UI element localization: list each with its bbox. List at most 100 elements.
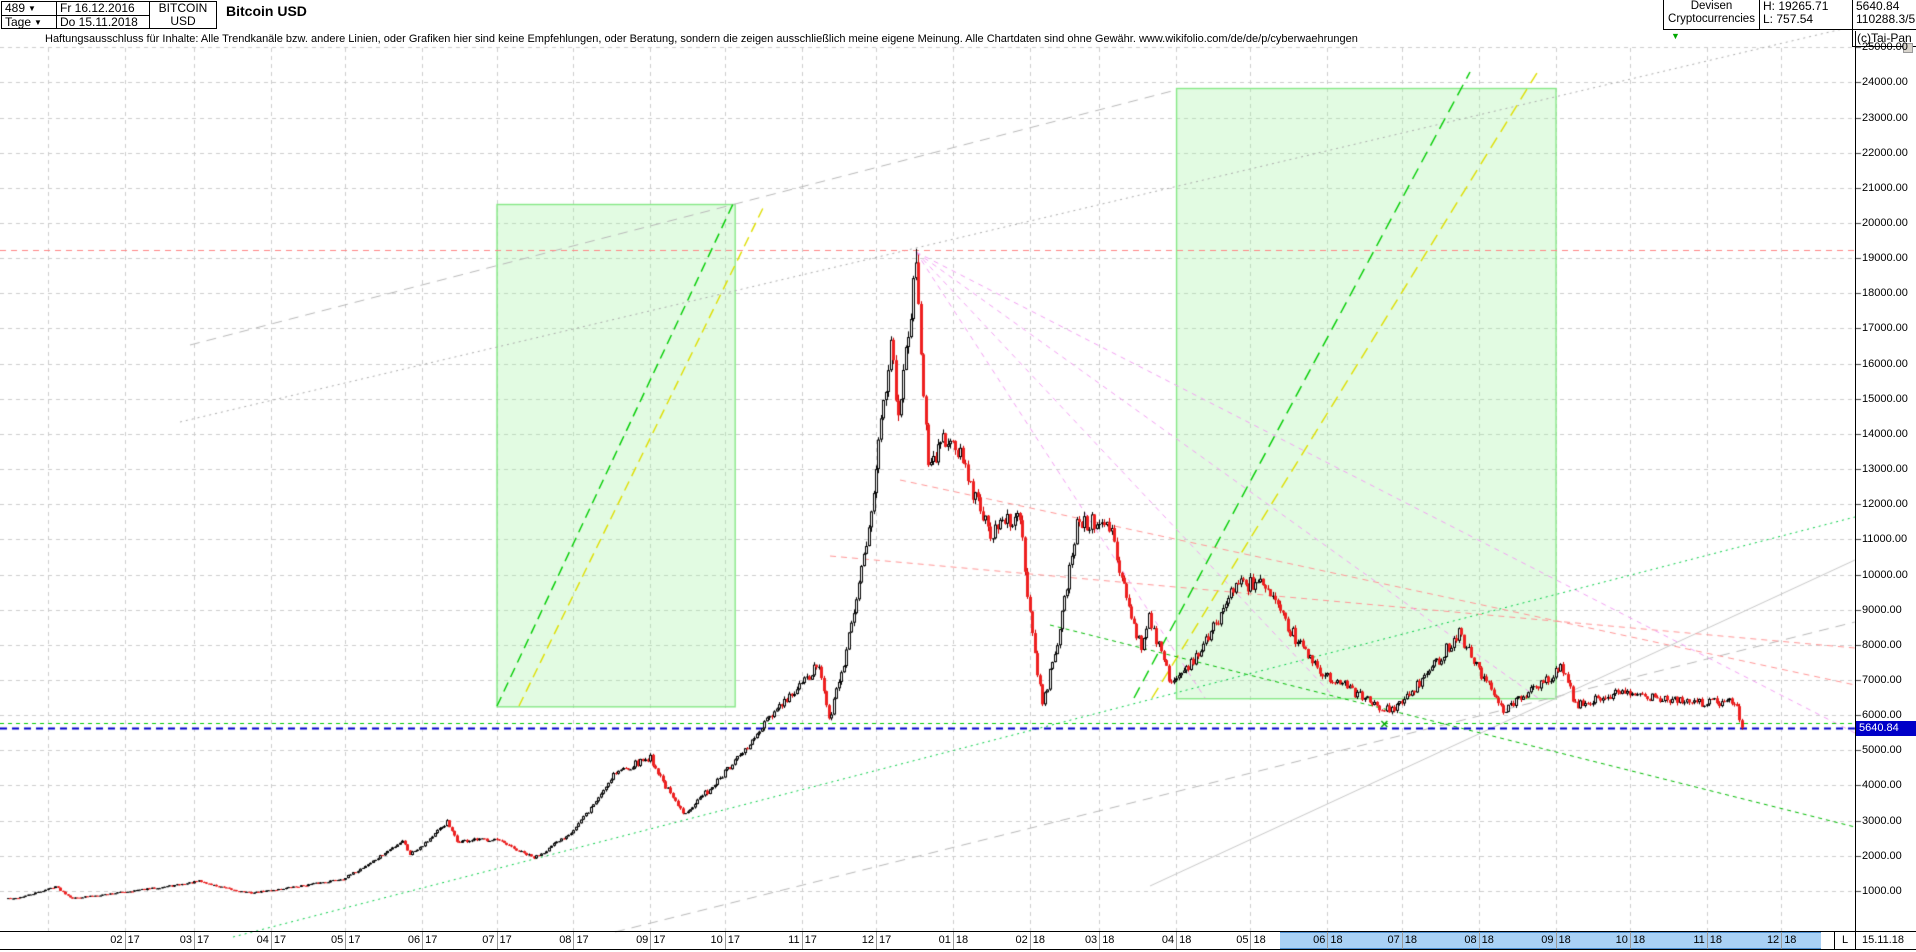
x-axis-label-month: 07 — [1387, 934, 1400, 946]
x-axis-label-month: 05 — [331, 934, 344, 946]
x-axis-label-year: 17 — [273, 934, 287, 946]
date-to: Do 15.11.2018 — [60, 15, 138, 29]
market-category: Cryptocurrencies — [1668, 13, 1755, 25]
x-axis-label-month: 04 — [256, 934, 269, 946]
marker-triangle-icon: ▼ — [1671, 31, 1680, 41]
dropdown-caret-icon: ▼ — [28, 4, 36, 13]
x-axis-tick — [1555, 932, 1557, 949]
x-axis-tick — [1401, 932, 1403, 949]
x-axis-label-month: 07 — [482, 934, 495, 946]
x-axis-label-year: 17 — [804, 934, 817, 946]
x-axis-tick — [1706, 932, 1708, 949]
x-axis: 02 17 03 17 04 17 05 17 06 17 07 17 08 17 09 17 10 17 11 17… — [0, 932, 1916, 949]
period-dropdown[interactable]: Tage ▼ — [2, 16, 56, 29]
x-axis-tick — [422, 932, 424, 949]
x-axis-label-year: 17 — [499, 934, 512, 946]
x-axis-label-year: 18 — [1558, 934, 1571, 946]
y-axis-label: 11000.00 — [1862, 533, 1908, 546]
y-axis-label: 4000.00 — [1862, 779, 1902, 792]
x-axis-label-month: 12 — [861, 934, 874, 946]
x-axis-label-month: 02 — [110, 934, 123, 946]
volume-value: 110288.3/5 — [1856, 12, 1916, 26]
period-label: Tage — [5, 15, 32, 29]
low-indicator-cell: L — [1834, 932, 1856, 949]
x-axis-label-month: 10 — [1615, 934, 1628, 946]
market-group-cell[interactable]: Devisen Cryptocurrencies — [1663, 0, 1760, 30]
date-from: Fr 16.12.2016 — [60, 1, 135, 15]
x-axis-selection-highlight[interactable] — [1280, 932, 1821, 949]
y-axis-label: 10000.00 — [1862, 568, 1908, 581]
x-axis-label-year: 18 — [1032, 934, 1045, 946]
x-axis-tick — [194, 932, 195, 949]
x-axis-border-top — [0, 931, 1916, 932]
x-axis-label-month: 06 — [407, 934, 421, 946]
x-axis-label-year: 17 — [197, 934, 210, 946]
x-axis-label-month: 02 — [1015, 934, 1028, 946]
x-axis-label-month: 08 — [1464, 934, 1477, 946]
symbol-name: BITCOIN — [158, 1, 208, 15]
x-axis-label-year: 17 — [425, 934, 438, 946]
y-axis-label: 13000.00 — [1862, 463, 1908, 476]
y-axis-label: 2000.00 — [1862, 849, 1902, 862]
y-axis-label: 15000.00 — [1862, 392, 1908, 405]
copyright-label: (c)Tai-Pan — [1852, 30, 1916, 47]
x-axis-label-month: 11 — [1693, 934, 1705, 946]
page-title: Bitcoin USD — [226, 3, 307, 19]
x-axis-tick — [270, 932, 272, 949]
x-axis-tick — [1327, 932, 1329, 949]
x-axis-label-month: 12 — [1766, 934, 1780, 946]
x-axis-tick — [1478, 932, 1480, 949]
x-axis-label-month: 06 — [1313, 934, 1326, 946]
x-axis-label-month: 09 — [636, 934, 649, 946]
scroll-handle[interactable] — [1903, 43, 1913, 53]
x-axis-label-year: 18 — [1481, 934, 1494, 946]
x-axis-tick — [724, 932, 726, 949]
y-axis-label: 14000.00 — [1862, 427, 1908, 440]
x-axis-label-year: 18 — [1330, 934, 1343, 946]
y-axis-label: 25000.00 — [1862, 41, 1908, 54]
x-axis-tick — [1176, 932, 1178, 949]
x-axis-tick — [952, 932, 954, 949]
bars-dropdown[interactable]: 489 ▼ — [2, 2, 56, 16]
x-axis-label-year: 18 — [1102, 934, 1115, 946]
x-axis-label-month: 04 — [1161, 934, 1175, 946]
date-from-field[interactable]: Fr 16.12.2016 — [57, 2, 149, 16]
y-axis-label: 22000.00 — [1862, 146, 1908, 159]
date-range-cell: Fr 16.12.2016 Do 15.11.2018 — [56, 1, 150, 29]
bars-period-cell: 489 ▼ Tage ▼ — [1, 1, 57, 29]
x-axis-tick — [345, 932, 347, 949]
x-axis-label-year: 17 — [576, 934, 589, 946]
x-axis-tick — [1099, 932, 1101, 949]
x-axis-tick — [124, 932, 126, 949]
y-axis-label: 18000.00 — [1862, 287, 1908, 300]
x-axis-label-month: 05 — [1236, 934, 1249, 946]
market-group: Devisen — [1690, 0, 1733, 12]
x-axis-label-year: 18 — [1632, 934, 1646, 946]
y-axis-label: 6000.00 — [1862, 709, 1902, 722]
x-axis-tick — [1629, 932, 1631, 949]
x-axis-label-month: 09 — [1541, 934, 1554, 946]
y-axis-label: 20000.00 — [1862, 217, 1908, 229]
x-axis-label-year: 17 — [127, 934, 140, 946]
x-axis-border-bottom — [0, 949, 1916, 950]
x-axis-tick — [650, 932, 652, 949]
date-to-field[interactable]: Do 15.11.2018 — [57, 16, 149, 29]
y-axis-label: 16000.00 — [1862, 357, 1908, 370]
x-axis-label-month: 08 — [559, 934, 572, 946]
symbol-cell[interactable]: BITCOIN USD — [149, 1, 217, 29]
x-axis-label-year: 18 — [1709, 934, 1723, 946]
x-axis-label-month: 03 — [179, 934, 192, 946]
y-axis-label: 23000.00 — [1862, 111, 1908, 124]
high-low-cell: H: 19265.71 L: 757.54 — [1759, 0, 1853, 30]
y-axis-label: 19000.00 — [1862, 252, 1908, 265]
y-axis-label: 17000.00 — [1862, 322, 1908, 335]
x-axis-label-month: 10 — [710, 934, 723, 946]
end-date-label: 15.11.18 — [1862, 934, 1905, 946]
x-axis-tick — [801, 932, 803, 949]
x-axis-label-year: 18 — [1784, 934, 1797, 946]
x-axis-label-month: 03 — [1084, 934, 1098, 946]
y-axis-label: 8000.00 — [1862, 638, 1902, 651]
x-axis-tick — [1250, 932, 1252, 949]
symbol-currency: USD — [170, 14, 196, 28]
